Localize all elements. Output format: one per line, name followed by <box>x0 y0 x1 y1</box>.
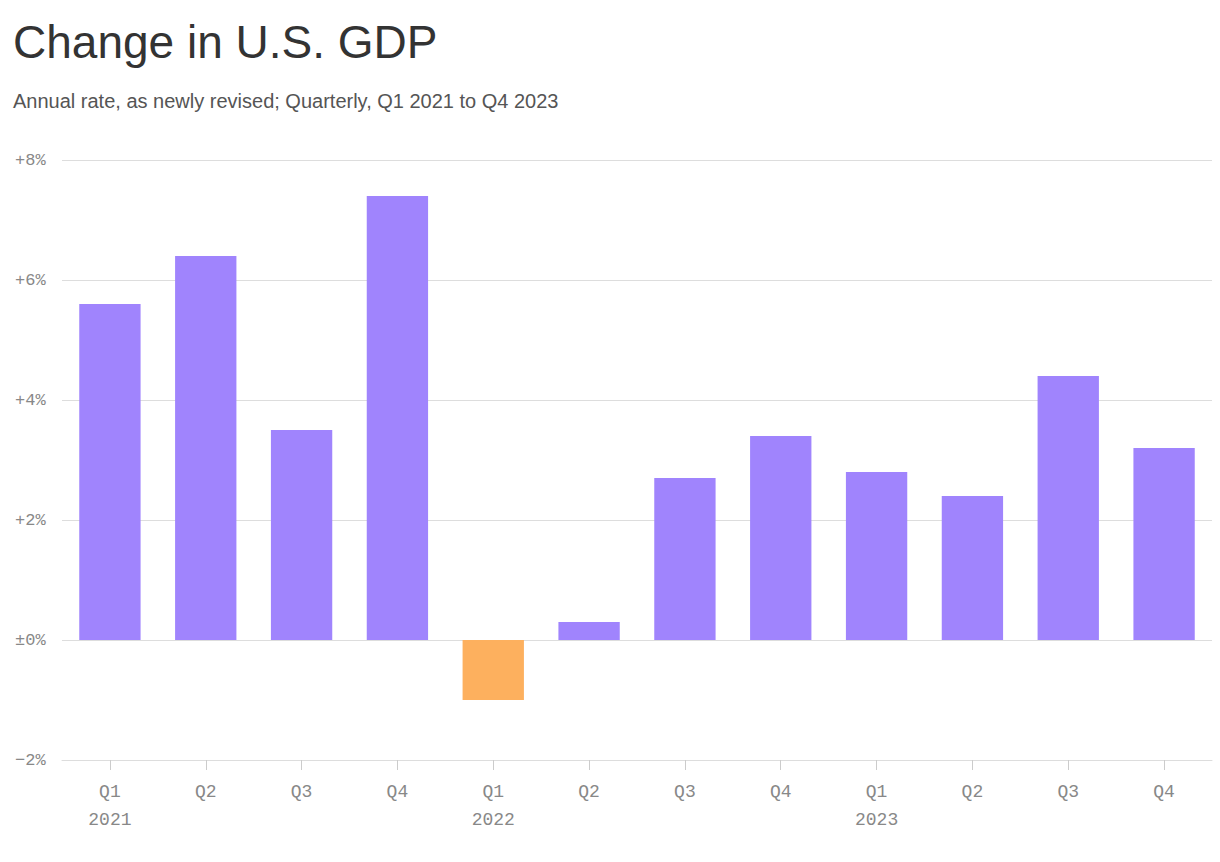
svg-text:+8%: +8% <box>15 151 46 170</box>
svg-text:Q1: Q1 <box>866 782 888 802</box>
svg-text:Q2: Q2 <box>962 782 984 802</box>
svg-text:Q3: Q3 <box>674 782 696 802</box>
svg-text:Q2: Q2 <box>578 782 600 802</box>
svg-text:Annual rate, as newly revised;: Annual rate, as newly revised; Quarterly… <box>13 90 559 112</box>
svg-text:±0%: ±0% <box>15 631 46 650</box>
svg-text:Change in U.S. GDP: Change in U.S. GDP <box>13 16 437 68</box>
svg-text:2021: 2021 <box>88 810 131 830</box>
svg-text:+6%: +6% <box>15 271 46 290</box>
svg-text:Q4: Q4 <box>770 782 792 802</box>
svg-text:−2%: −2% <box>15 751 46 770</box>
svg-text:Q1: Q1 <box>99 782 121 802</box>
svg-text:Q2: Q2 <box>195 782 217 802</box>
svg-text:2023: 2023 <box>855 810 898 830</box>
svg-text:+2%: +2% <box>15 511 46 530</box>
svg-text:Q3: Q3 <box>1057 782 1079 802</box>
svg-text:+4%: +4% <box>15 391 46 410</box>
svg-text:Q1: Q1 <box>482 782 504 802</box>
svg-text:Q4: Q4 <box>387 782 409 802</box>
svg-text:Q4: Q4 <box>1153 782 1175 802</box>
svg-text:Q3: Q3 <box>291 782 313 802</box>
svg-text:2022: 2022 <box>472 810 515 830</box>
